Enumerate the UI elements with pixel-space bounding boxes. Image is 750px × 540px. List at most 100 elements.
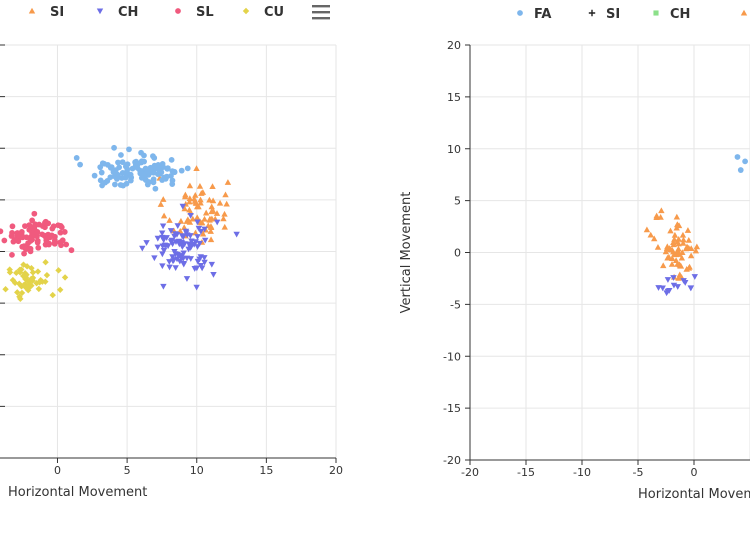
data-point [143, 177, 149, 184]
data-point [168, 173, 174, 179]
data-point [194, 219, 201, 226]
data-point [61, 274, 69, 281]
data-point [647, 231, 654, 238]
data-point [110, 169, 117, 175]
data-point [169, 254, 176, 261]
data-point [154, 235, 162, 242]
data-point [171, 169, 178, 176]
data-point [680, 236, 687, 243]
data-point [35, 285, 43, 293]
data-point [210, 271, 217, 278]
data-point [169, 241, 176, 248]
data-point [160, 212, 168, 219]
data-point [176, 258, 184, 265]
data-point [662, 248, 670, 255]
data-point [154, 244, 161, 251]
data-point [55, 267, 62, 274]
data-point [77, 161, 83, 168]
series-ch [655, 274, 699, 297]
data-point [201, 255, 208, 261]
data-point [151, 255, 158, 262]
data-point [160, 247, 168, 254]
data-point [197, 262, 205, 269]
legend-marker [96, 8, 104, 15]
x-tick-label: 0 [54, 464, 61, 477]
y-tick-label: 20 [447, 39, 461, 52]
data-point [221, 223, 228, 230]
data-point [176, 241, 183, 248]
data-point [674, 221, 681, 228]
data-point [191, 266, 198, 272]
data-point [181, 224, 188, 230]
data-point [155, 165, 162, 172]
data-point [178, 167, 185, 174]
data-point [197, 196, 204, 203]
data-point [213, 210, 221, 216]
x-tick-label: 0 [691, 466, 698, 479]
data-point [118, 152, 124, 158]
data-point [119, 159, 126, 166]
data-point [179, 203, 186, 210]
data-point [145, 168, 151, 175]
data-point [670, 239, 677, 245]
data-point [679, 249, 686, 255]
data-point [653, 214, 660, 221]
hamburger-menu-icon[interactable] [312, 5, 330, 20]
series-sl [0, 210, 75, 258]
data-point [151, 155, 158, 161]
data-point [99, 182, 105, 189]
data-point [195, 225, 203, 232]
data-point [42, 258, 49, 266]
data-point [201, 259, 208, 266]
data-point [679, 231, 687, 238]
data-point [166, 217, 173, 223]
data-point [91, 172, 98, 179]
data-point [115, 159, 121, 166]
data-point [42, 219, 48, 226]
data-point [27, 245, 34, 252]
data-point [742, 158, 748, 165]
legend-item-si: SI [588, 7, 620, 22]
data-point [664, 277, 672, 283]
data-point [180, 250, 187, 257]
data-point [207, 236, 215, 243]
data-point [152, 185, 159, 192]
x-tick-label: -15 [517, 466, 535, 479]
legend-marker [242, 7, 250, 15]
data-point [159, 263, 166, 270]
x-tick-label: -5 [633, 466, 644, 479]
data-point [61, 229, 68, 235]
menu-bar [312, 5, 330, 8]
data-point [687, 252, 695, 259]
menu-bar [312, 11, 330, 14]
data-point [175, 238, 183, 245]
data-point [57, 286, 64, 294]
data-point [124, 168, 130, 175]
legend-item-sl: SL [175, 5, 214, 20]
data-point [197, 199, 204, 206]
data-point [192, 192, 199, 198]
data-point [685, 264, 693, 271]
legend-label: FA [534, 7, 551, 22]
data-point [197, 228, 205, 235]
data-point [161, 242, 169, 249]
data-point [198, 190, 205, 196]
data-point [14, 289, 21, 296]
y-tick-label: -15 [443, 402, 461, 415]
data-point [6, 266, 13, 273]
data-point [668, 260, 676, 267]
data-point [216, 199, 224, 206]
data-point [734, 154, 741, 160]
data-point [59, 237, 66, 244]
data-point [209, 197, 217, 204]
data-point [208, 208, 215, 215]
data-point [667, 227, 674, 234]
legend-label: SI [50, 5, 64, 20]
data-point [674, 284, 681, 290]
data-point [36, 279, 43, 286]
data-point [182, 191, 189, 198]
data-point [193, 165, 200, 172]
data-point [117, 182, 124, 188]
data-point [196, 182, 204, 189]
y-tick-label: 10 [447, 143, 461, 156]
